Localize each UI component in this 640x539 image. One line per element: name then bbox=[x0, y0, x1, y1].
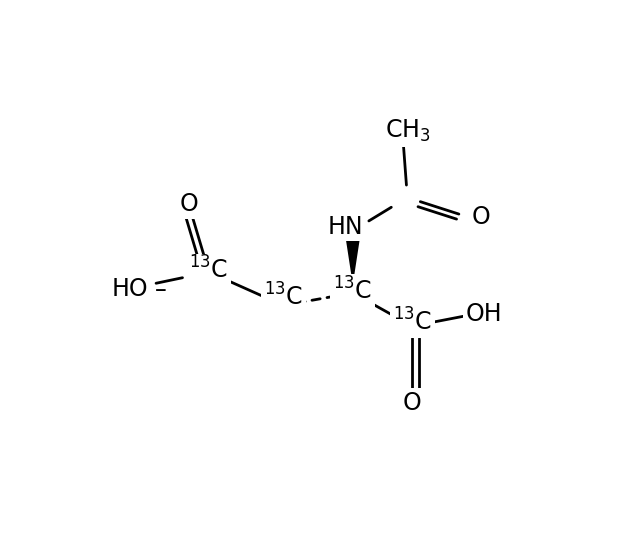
Text: $^{13}$C: $^{13}$C bbox=[333, 277, 372, 305]
Text: $^{13}$C: $^{13}$C bbox=[264, 284, 303, 310]
Text: O: O bbox=[472, 205, 490, 229]
Text: $^{13}$C: $^{13}$C bbox=[189, 257, 228, 284]
Text: $^{13}$C: $^{13}$C bbox=[393, 308, 432, 336]
Text: OH: OH bbox=[466, 302, 502, 326]
Text: O: O bbox=[180, 192, 198, 216]
Text: HO: HO bbox=[111, 277, 148, 301]
Polygon shape bbox=[345, 233, 361, 285]
Text: CH$_3$: CH$_3$ bbox=[385, 118, 430, 144]
Text: O: O bbox=[403, 391, 422, 415]
Text: –: – bbox=[154, 278, 166, 302]
Text: HN: HN bbox=[328, 215, 363, 239]
